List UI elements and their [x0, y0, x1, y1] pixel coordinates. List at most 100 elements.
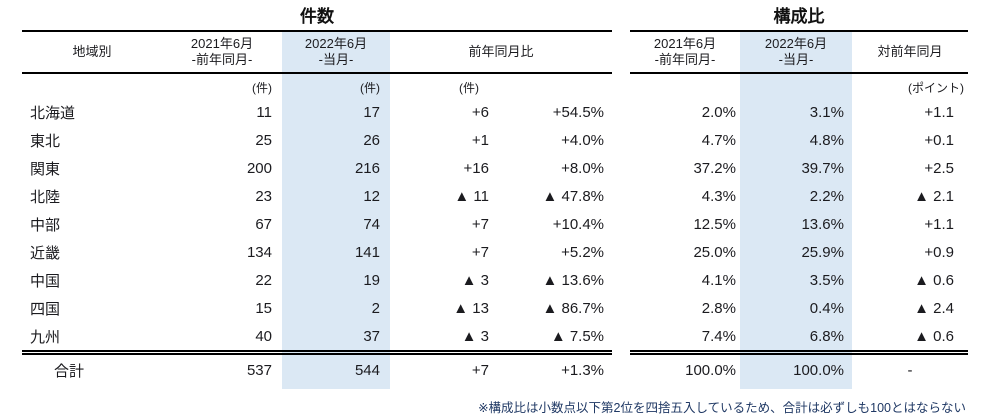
- pct-value-cell: +10.4%: [552, 215, 605, 233]
- footnote: ※構成比は小数点以下第2位を四捨五入しているため、合計は必ずしも100とはならな…: [478, 401, 966, 415]
- unit-empty: [740, 73, 852, 98]
- region-cell: 東北: [30, 132, 61, 150]
- prev-share-cell: 4.1%: [701, 271, 736, 289]
- prev-value-cell: 200: [246, 159, 272, 177]
- table-row: 東北 25 26 +1 +4.0%: [22, 126, 612, 154]
- point-diff-cell: ▲ 0.6: [914, 327, 954, 345]
- curr-value-cell: 216: [282, 154, 390, 182]
- table-row: 九州 40 37 ▲ 3 ▲ 7.5%: [22, 322, 612, 353]
- kensu-table: 地域別 2021年6月 -前年同月- 2022年6月 -当月- 前年同月比 (件…: [22, 32, 613, 389]
- table-row: 中部 67 74 +7 +10.4%: [22, 210, 612, 238]
- point-diff-cell: +1.1: [924, 103, 954, 121]
- tables-row: 件数 地域別 2021年6月 -前年同月- 2022年6月 -当月- 前年同月比: [22, 6, 968, 389]
- total-curr-share-cell: 100.0%: [740, 350, 852, 389]
- unit-empty: [630, 73, 740, 98]
- table-row: 4.3% 2.2% ▲ 2.1: [630, 182, 968, 210]
- prev-value-cell: 11: [256, 103, 272, 121]
- pct-value-cell: +4.0%: [561, 131, 605, 149]
- prev-share-cell: 2.8%: [701, 299, 736, 317]
- curr-value-cell: 141: [282, 238, 390, 266]
- region-cell: 北陸: [30, 188, 61, 206]
- point-diff-cell: +0.9: [924, 243, 954, 261]
- curr-share-cell: 3.5%: [740, 266, 852, 294]
- table-row: 37.2% 39.7% +2.5: [630, 154, 968, 182]
- curr-share-cell: 0.4%: [740, 294, 852, 322]
- prev-share-cell: 12.5%: [693, 215, 736, 233]
- kensu-total-row: 合計 537 544 +7 +1.3%: [22, 350, 613, 389]
- total-prev-cell: 537: [162, 350, 282, 389]
- prev-value-cell: 134: [246, 243, 272, 261]
- region-cell: 中部: [30, 216, 61, 234]
- prev-value-cell: 67: [255, 215, 272, 233]
- prev-value-cell: 40: [255, 327, 272, 345]
- diff-value-cell: ▲ 13: [453, 299, 489, 317]
- pct-value-cell: +5.2%: [561, 243, 605, 261]
- col-header-region: 地域別: [22, 32, 162, 74]
- table-row: 4.1% 3.5% ▲ 0.6: [630, 266, 968, 294]
- point-diff-cell: ▲ 0.6: [914, 271, 954, 289]
- unit-diff: (件): [459, 81, 479, 95]
- curr-share-cell: 39.7%: [740, 154, 852, 182]
- table-row: 関東 200 216 +16 +8.0%: [22, 154, 612, 182]
- curr-share-cell: 4.8%: [740, 126, 852, 154]
- prev-share-cell: 4.7%: [701, 131, 736, 149]
- diff-value-cell: ▲ 3: [461, 271, 489, 289]
- kouseihi-title: 構成比: [630, 6, 968, 32]
- kouseihi-table: 2021年6月 -前年同月- 2022年6月 -当月- 対前年同月 (ポイント)…: [630, 32, 968, 389]
- unit-empty: [495, 73, 612, 98]
- curr-value-cell: 37: [282, 322, 390, 353]
- curr-value-cell: 17: [282, 98, 390, 126]
- table-row: 四国 15 2 ▲ 13 ▲ 86.7%: [22, 294, 612, 322]
- kouseihi-total-row: 100.0% 100.0% -: [630, 350, 968, 389]
- table-row: 近畿 134 141 +7 +5.2%: [22, 238, 612, 266]
- curr-share-cell: 2.2%: [740, 182, 852, 210]
- region-cell: 九州: [30, 328, 61, 346]
- diff-value-cell: ▲ 3: [461, 327, 489, 345]
- table-row: 2.8% 0.4% ▲ 2.4: [630, 294, 968, 322]
- kensu-header-row: 地域別 2021年6月 -前年同月- 2022年6月 -当月- 前年同月比: [22, 32, 613, 74]
- region-cell: 中国: [30, 272, 61, 290]
- prev-share-cell: 4.3%: [701, 187, 736, 205]
- table-row: 7.4% 6.8% ▲ 0.6: [630, 322, 968, 353]
- curr-value-cell: 74: [282, 210, 390, 238]
- pct-value-cell: ▲ 86.7%: [542, 299, 605, 317]
- prev-value-cell: 25: [255, 131, 272, 149]
- region-cell: 近畿: [30, 244, 61, 262]
- total-curr-cell: 544: [282, 350, 390, 389]
- unit-curr: (件): [282, 73, 390, 98]
- point-diff-cell: ▲ 2.1: [914, 187, 954, 205]
- curr-share-cell: 13.6%: [740, 210, 852, 238]
- diff-value-cell: +7: [471, 215, 489, 233]
- total-point-diff-cell: -: [852, 350, 968, 389]
- table-row: 25.0% 25.9% +0.9: [630, 238, 968, 266]
- unit-point: (ポイント): [908, 81, 964, 95]
- table-row: 北海道 11 17 +6 +54.5%: [22, 98, 612, 126]
- total-prev-share-cell: 100.0%: [630, 350, 740, 389]
- col-header-prev-month: 2021年6月 -前年同月-: [630, 32, 740, 74]
- diff-value-cell: +6: [471, 103, 489, 121]
- table-row: 12.5% 13.6% +1.1: [630, 210, 968, 238]
- region-cell: 北海道: [30, 104, 76, 122]
- prev-value-cell: 23: [255, 187, 272, 205]
- table-row: 中国 22 19 ▲ 3 ▲ 13.6%: [22, 266, 612, 294]
- col-header-curr-month: 2022年6月 -当月-: [282, 32, 390, 74]
- kensu-units-row: (件) (件) (件): [22, 73, 612, 98]
- curr-value-cell: 26: [282, 126, 390, 154]
- point-diff-cell: ▲ 2.4: [914, 299, 954, 317]
- prev-value-cell: 15: [255, 299, 272, 317]
- diff-value-cell: ▲ 11: [454, 187, 489, 205]
- prev-share-cell: 2.0%: [701, 103, 736, 121]
- unit-empty: [22, 73, 162, 98]
- diff-value-cell: +7: [471, 243, 489, 261]
- kensu-title: 件数: [22, 6, 612, 32]
- kensu-section: 件数 地域別 2021年6月 -前年同月- 2022年6月 -当月- 前年同月比: [22, 6, 613, 389]
- point-diff-cell: +2.5: [924, 159, 954, 177]
- curr-value-cell: 12: [282, 182, 390, 210]
- total-pct-cell: +1.3%: [495, 350, 613, 389]
- point-diff-cell: +0.1: [924, 131, 954, 149]
- curr-share-cell: 25.9%: [740, 238, 852, 266]
- pct-value-cell: ▲ 7.5%: [550, 327, 605, 345]
- total-label-cell: 合計: [22, 350, 162, 389]
- pct-value-cell: ▲ 47.8%: [542, 187, 605, 205]
- curr-value-cell: 2: [282, 294, 390, 322]
